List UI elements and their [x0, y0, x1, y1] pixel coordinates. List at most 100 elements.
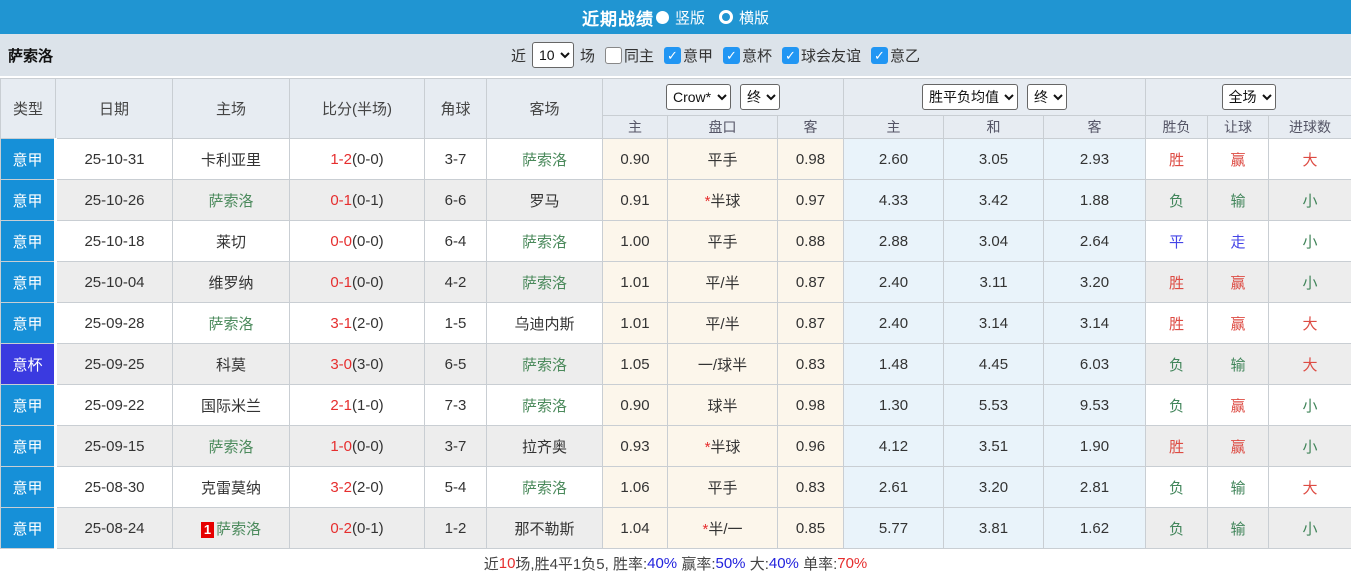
cell-type: 意甲 [1, 180, 56, 221]
cell-avg-away: 1.88 [1044, 180, 1146, 221]
radio-vertical-label[interactable]: 竖版 [675, 7, 705, 28]
cell-odds-away: 0.97 [778, 180, 844, 221]
subheader-away-odds: 客 [778, 116, 844, 139]
bookmaker-select[interactable]: Crow* [666, 84, 731, 110]
cell-type: 意甲 [1, 426, 56, 467]
cell-result: 负 [1146, 180, 1208, 221]
summary-handicap-rate: 50% [716, 555, 746, 572]
cell-away-team: 萨索洛 [487, 344, 603, 385]
checkbox-coppa-italia-label[interactable]: 意杯 [742, 45, 772, 66]
radio-horizontal-icon[interactable] [719, 10, 733, 24]
cell-type: 意甲 [1, 139, 56, 180]
radio-vertical-selected-icon[interactable] [656, 11, 669, 24]
cell-odds-home: 1.04 [603, 508, 668, 549]
cell-home-team: 科莫 [173, 344, 290, 385]
header-corner: 角球 [425, 79, 487, 139]
subheader-let-result: 让球 [1208, 116, 1269, 139]
cell-let-result: 赢 [1208, 139, 1269, 180]
cell-handicap: 一/球半 [668, 344, 778, 385]
scope-select[interactable]: 全场 [1222, 84, 1276, 110]
cell-home-team: 克雷莫纳 [173, 467, 290, 508]
cell-handicap: *半/一 [668, 508, 778, 549]
radio-horizontal-label[interactable]: 横版 [739, 7, 769, 28]
checkbox-club-friendly[interactable] [782, 47, 799, 64]
cell-odds-away: 0.87 [778, 303, 844, 344]
cell-corner: 1-2 [425, 508, 487, 549]
cell-date: 25-09-28 [56, 303, 173, 344]
cell-odds-away: 0.98 [778, 385, 844, 426]
cell-date: 25-09-22 [56, 385, 173, 426]
cell-let-result: 输 [1208, 467, 1269, 508]
checkbox-serie-b-label[interactable]: 意乙 [890, 45, 920, 66]
avg-time-select[interactable]: 终 [1027, 84, 1067, 110]
summary-record: 场,胜4平1负5, 胜率: [515, 553, 647, 574]
checkbox-serie-a[interactable] [664, 47, 681, 64]
cell-avg-draw: 3.14 [944, 303, 1044, 344]
cell-avg-draw: 3.20 [944, 467, 1044, 508]
cell-let-result: 输 [1208, 508, 1269, 549]
cell-handicap: *半球 [668, 426, 778, 467]
cell-handicap: 平/半 [668, 303, 778, 344]
cell-avg-home: 1.30 [844, 385, 944, 426]
cell-date: 25-10-31 [56, 139, 173, 180]
cell-avg-away: 3.14 [1044, 303, 1146, 344]
table-row: 意甲 25-10-18 莱切 0-0(0-0) 6-4 萨索洛 1.00 平手 … [1, 221, 1351, 262]
checkbox-same-home-label[interactable]: 同主 [624, 45, 654, 66]
table-row: 意杯 25-09-25 科莫 3-0(3-0) 6-5 萨索洛 1.05 一/球… [1, 344, 1351, 385]
checkbox-serie-a-label[interactable]: 意甲 [683, 45, 713, 66]
cell-avg-draw: 3.42 [944, 180, 1044, 221]
header-type: 类型 [1, 79, 56, 139]
cell-odds-home: 1.01 [603, 303, 668, 344]
table-row: 意甲 25-10-04 维罗纳 0-1(0-0) 4-2 萨索洛 1.01 平/… [1, 262, 1351, 303]
cell-goals: 小 [1269, 385, 1351, 426]
cell-goals: 小 [1269, 426, 1351, 467]
cell-result: 负 [1146, 508, 1208, 549]
bookmaker-time-select[interactable]: 终 [740, 84, 780, 110]
cell-let-result: 输 [1208, 180, 1269, 221]
cell-odds-away: 0.98 [778, 139, 844, 180]
cell-avg-home: 2.60 [844, 139, 944, 180]
cell-date: 25-08-24 [56, 508, 173, 549]
cell-odds-home: 1.00 [603, 221, 668, 262]
cell-away-team: 那不勒斯 [487, 508, 603, 549]
summary-label-single: 单率: [799, 553, 837, 574]
cell-odds-home: 0.93 [603, 426, 668, 467]
subheader-home-odds: 主 [603, 116, 668, 139]
table-row: 意甲 25-10-26 萨索洛 0-1(0-1) 6-6 罗马 0.91 *半球… [1, 180, 1351, 221]
header-score: 比分(半场) [290, 79, 425, 139]
summary-label-over: 大: [746, 553, 769, 574]
cell-let-result: 赢 [1208, 303, 1269, 344]
cell-goals: 小 [1269, 180, 1351, 221]
cell-away-team: 萨索洛 [487, 221, 603, 262]
cell-score: 0-2(0-1) [290, 508, 425, 549]
cell-score: 0-1(0-0) [290, 262, 425, 303]
checkbox-same-home[interactable] [605, 47, 622, 64]
cell-goals: 大 [1269, 467, 1351, 508]
cell-home-team: 萨索洛 [173, 426, 290, 467]
cell-handicap: 平手 [668, 139, 778, 180]
table-row: 意甲 25-09-28 萨索洛 3-1(2-0) 1-5 乌迪内斯 1.01 平… [1, 303, 1351, 344]
checkbox-club-friendly-label[interactable]: 球会友谊 [801, 45, 861, 66]
cell-score: 3-2(2-0) [290, 467, 425, 508]
cell-avg-away: 6.03 [1044, 344, 1146, 385]
cell-avg-home: 4.12 [844, 426, 944, 467]
cell-goals: 小 [1269, 508, 1351, 549]
subheader-avg-away: 客 [1044, 116, 1146, 139]
cell-home-team: 莱切 [173, 221, 290, 262]
avg-odds-select[interactable]: 胜平负均值 [922, 84, 1018, 110]
cell-handicap: 平手 [668, 221, 778, 262]
checkbox-coppa-italia[interactable] [723, 47, 740, 64]
cell-date: 25-09-15 [56, 426, 173, 467]
cell-score: 1-2(0-0) [290, 139, 425, 180]
match-count-select[interactable]: 10 [532, 42, 574, 68]
team-name: 萨索洛 [8, 45, 53, 66]
subheader-result: 胜负 [1146, 116, 1208, 139]
cell-let-result: 走 [1208, 221, 1269, 262]
cell-type: 意杯 [1, 344, 56, 385]
cell-result: 胜 [1146, 139, 1208, 180]
cell-avg-home: 2.40 [844, 303, 944, 344]
near-label: 近 [511, 45, 526, 66]
checkbox-serie-b[interactable] [871, 47, 888, 64]
cell-result: 负 [1146, 344, 1208, 385]
